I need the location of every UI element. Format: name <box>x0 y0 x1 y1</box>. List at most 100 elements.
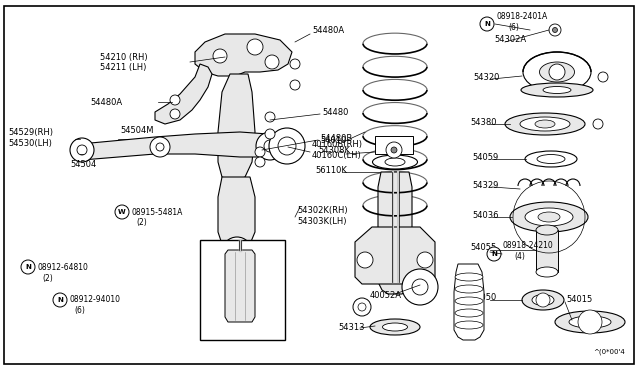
Circle shape <box>53 293 67 307</box>
Ellipse shape <box>385 158 405 166</box>
Circle shape <box>278 137 296 155</box>
Text: N: N <box>491 251 497 257</box>
Circle shape <box>593 119 603 129</box>
Text: 54504M: 54504M <box>120 125 154 135</box>
Circle shape <box>264 140 276 152</box>
Text: 54530(LH): 54530(LH) <box>8 138 52 148</box>
Ellipse shape <box>532 295 554 305</box>
Text: (4): (4) <box>514 253 525 262</box>
Circle shape <box>290 59 300 69</box>
Ellipse shape <box>537 154 565 164</box>
Circle shape <box>232 267 242 277</box>
Text: 54302K(RH): 54302K(RH) <box>297 205 348 215</box>
Circle shape <box>357 252 373 268</box>
Circle shape <box>225 260 249 284</box>
Circle shape <box>150 137 170 157</box>
Polygon shape <box>454 264 484 340</box>
Circle shape <box>480 17 494 31</box>
Text: 54480A: 54480A <box>90 97 122 106</box>
Circle shape <box>412 279 428 295</box>
Ellipse shape <box>520 117 570 131</box>
Text: N: N <box>25 264 31 270</box>
Circle shape <box>391 147 397 153</box>
Polygon shape <box>378 172 412 294</box>
Text: 08918-2401A: 08918-2401A <box>497 12 548 20</box>
Polygon shape <box>155 64 212 124</box>
Ellipse shape <box>455 285 483 293</box>
Ellipse shape <box>523 52 591 92</box>
Ellipse shape <box>521 83 593 97</box>
Circle shape <box>552 28 557 32</box>
Ellipse shape <box>455 297 483 305</box>
Circle shape <box>417 252 433 268</box>
Text: 08912-94010: 08912-94010 <box>69 295 120 305</box>
Text: 54329: 54329 <box>472 180 499 189</box>
Text: (2): (2) <box>136 218 147 227</box>
Text: 54303K(LH): 54303K(LH) <box>297 217 346 225</box>
Circle shape <box>578 310 602 334</box>
Bar <box>200 240 285 340</box>
Circle shape <box>21 260 35 274</box>
Ellipse shape <box>535 120 555 128</box>
Text: 54211 (LH): 54211 (LH) <box>100 62 147 71</box>
Ellipse shape <box>538 212 560 222</box>
Text: 56105K: 56105K <box>205 326 237 334</box>
Ellipse shape <box>540 62 575 82</box>
Text: 54210 (RH): 54210 (RH) <box>100 52 148 61</box>
Text: 54529(RH): 54529(RH) <box>8 128 53 137</box>
Polygon shape <box>218 177 255 247</box>
Text: 56110K: 56110K <box>315 166 347 174</box>
Text: 54504: 54504 <box>70 160 96 169</box>
Text: 40160B(RH): 40160B(RH) <box>312 140 363 148</box>
Circle shape <box>255 157 265 167</box>
Ellipse shape <box>455 273 483 281</box>
Ellipse shape <box>543 87 571 93</box>
Text: 54055: 54055 <box>470 244 496 253</box>
Circle shape <box>265 129 275 139</box>
Circle shape <box>269 128 305 164</box>
Circle shape <box>156 143 164 151</box>
Text: 54059: 54059 <box>472 153 499 161</box>
Circle shape <box>265 112 275 122</box>
Circle shape <box>487 247 501 261</box>
Circle shape <box>170 95 180 105</box>
Text: N: N <box>484 21 490 27</box>
Ellipse shape <box>525 208 573 226</box>
Circle shape <box>549 64 565 80</box>
Text: 54036: 54036 <box>472 211 499 219</box>
Circle shape <box>402 269 438 305</box>
Ellipse shape <box>569 316 611 328</box>
Text: 54480A: 54480A <box>312 26 344 35</box>
Circle shape <box>213 49 227 63</box>
Circle shape <box>77 145 87 155</box>
Ellipse shape <box>455 321 483 329</box>
Circle shape <box>290 80 300 90</box>
Bar <box>536 230 558 272</box>
Circle shape <box>115 205 129 219</box>
Circle shape <box>256 132 284 160</box>
Polygon shape <box>218 74 255 180</box>
Text: 54010: 54010 <box>320 135 346 144</box>
Circle shape <box>598 72 608 82</box>
Circle shape <box>265 55 279 69</box>
Text: (6): (6) <box>74 307 85 315</box>
Polygon shape <box>225 250 255 322</box>
Ellipse shape <box>370 319 420 335</box>
Text: 54480B: 54480B <box>320 134 352 142</box>
Text: 54015: 54015 <box>566 295 592 305</box>
Circle shape <box>247 39 263 55</box>
Text: 54320: 54320 <box>473 73 499 81</box>
Bar <box>355 17 435 72</box>
Circle shape <box>230 245 244 259</box>
Circle shape <box>353 298 371 316</box>
Polygon shape <box>355 227 435 284</box>
Ellipse shape <box>525 151 577 167</box>
Text: 54308K: 54308K <box>318 145 350 154</box>
Circle shape <box>70 138 94 162</box>
Circle shape <box>170 109 180 119</box>
Text: (2): (2) <box>42 273 52 282</box>
Ellipse shape <box>455 309 483 317</box>
Text: 54313: 54313 <box>338 324 365 333</box>
Text: 08912-64810: 08912-64810 <box>37 263 88 272</box>
Text: 54480: 54480 <box>322 108 348 116</box>
